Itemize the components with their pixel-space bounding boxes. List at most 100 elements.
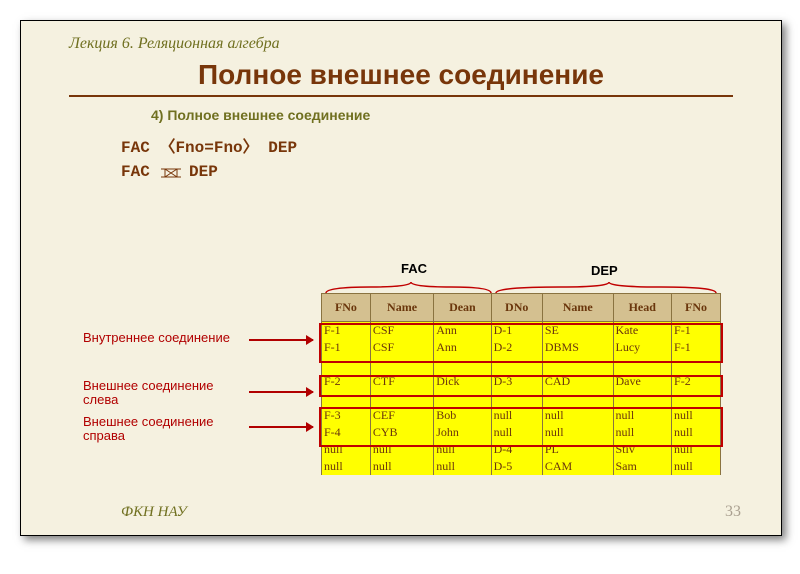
arrow-icon	[249, 426, 313, 428]
table-cell: DBMS	[542, 339, 613, 356]
table-cell: null	[434, 441, 491, 458]
table-cell: Ann	[434, 339, 491, 356]
table-cell: CTF	[370, 373, 433, 390]
table-cell: Kate	[613, 322, 672, 340]
table-cell: Lucy	[613, 339, 672, 356]
annot-right: Внешнее соединение справа	[83, 415, 243, 444]
table-row: F-4CYBJohnnullnullnullnull	[322, 424, 721, 441]
table-cell: D-1	[491, 322, 542, 340]
col-name: Name	[370, 294, 433, 322]
table-row: F-1CSFAnnD-1SEKateF-1	[322, 322, 721, 340]
table-cell: null	[491, 407, 542, 424]
table-cell	[370, 356, 433, 373]
col-fno: FNo	[322, 294, 371, 322]
table-cell: F-1	[322, 339, 371, 356]
table-cell: Dave	[613, 373, 672, 390]
formula2-fac: FAC	[121, 163, 150, 181]
formula2-dep: DEP	[189, 163, 218, 181]
table-row: F-1CSFAnnD-2DBMSLucyF-1	[322, 339, 721, 356]
table-cell	[434, 390, 491, 407]
col-dean: Dean	[434, 294, 491, 322]
formula-fac: FAC	[121, 139, 150, 157]
main-title: Полное внешнее соединение	[21, 59, 781, 91]
slide: Лекция 6. Реляционная алгебра Полное вне…	[20, 20, 782, 536]
join-table: FNo Name Dean DNo Name Head FNo F-1CSFAn…	[321, 293, 721, 475]
table-cell	[672, 390, 721, 407]
table-cell: null	[370, 458, 433, 475]
table-cell: F-2	[322, 373, 371, 390]
table-cell: Bob	[434, 407, 491, 424]
table-cell: F-1	[322, 322, 371, 340]
table-cell: John	[434, 424, 491, 441]
table-cell: null	[322, 441, 371, 458]
table-cell	[672, 356, 721, 373]
table-row	[322, 390, 721, 407]
table-cell: null	[491, 424, 542, 441]
table-cell: null	[613, 407, 672, 424]
table-cell	[542, 356, 613, 373]
table-cell	[322, 390, 371, 407]
table-cell: Dick	[434, 373, 491, 390]
table-cell: CEF	[370, 407, 433, 424]
table-cell: CSF	[370, 339, 433, 356]
table-cell	[613, 356, 672, 373]
table-cell	[542, 390, 613, 407]
col-fno2: FNo	[672, 294, 721, 322]
divider	[69, 95, 733, 97]
table-cell: D-2	[491, 339, 542, 356]
table-cell	[491, 390, 542, 407]
table-row: nullnullnullD-4PLStivnull	[322, 441, 721, 458]
table-cell: F-4	[322, 424, 371, 441]
table-row: F-2CTFDickD-3CADDaveF-2	[322, 373, 721, 390]
formula-cond: Fno=Fno	[175, 139, 242, 157]
subtitle: 4) Полное внешнее соединение	[151, 107, 781, 123]
table-cell: CAM	[542, 458, 613, 475]
footer-org: ФКН НАУ	[121, 504, 187, 521]
table-cell: F-2	[672, 373, 721, 390]
table-cell: null	[370, 441, 433, 458]
table-cell	[370, 390, 433, 407]
table-row: nullnullnullD-5CAMSamnull	[322, 458, 721, 475]
table-cell: CSF	[370, 322, 433, 340]
table-cell: D-5	[491, 458, 542, 475]
table-cell: CYB	[370, 424, 433, 441]
table-cell: Stiv	[613, 441, 672, 458]
col-head: Head	[613, 294, 672, 322]
table-cell: F-1	[672, 339, 721, 356]
join-table-area: FAC DEP FNo Name Dean DNo Name Head FNo	[321, 261, 721, 475]
angle-right: 〉	[243, 139, 259, 157]
table-cell: null	[672, 441, 721, 458]
table-cell: SE	[542, 322, 613, 340]
table-cell: null	[322, 458, 371, 475]
table-cell	[434, 356, 491, 373]
dep-heading: DEP	[591, 263, 618, 278]
table-cell: null	[672, 424, 721, 441]
table-cell	[613, 390, 672, 407]
table-cell: Sam	[613, 458, 672, 475]
arrow-icon	[249, 391, 313, 393]
table-row	[322, 356, 721, 373]
fac-heading: FAC	[401, 261, 427, 276]
arrow-icon	[249, 339, 313, 341]
lecture-label: Лекция 6. Реляционная алгебра	[21, 21, 781, 53]
formula-dep: DEP	[268, 139, 297, 157]
formula-2: FAC DEP	[121, 163, 781, 181]
angle-left: 〈	[159, 139, 175, 157]
col-name2: Name	[542, 294, 613, 322]
table-cell: null	[613, 424, 672, 441]
page-number: 33	[725, 503, 741, 521]
table-cell: D-4	[491, 441, 542, 458]
table-cell: PL	[542, 441, 613, 458]
table-cell: Ann	[434, 322, 491, 340]
table-cell: D-3	[491, 373, 542, 390]
table-cell	[322, 356, 371, 373]
table-header-row: FNo Name Dean DNo Name Head FNo	[322, 294, 721, 322]
col-dno: DNo	[491, 294, 542, 322]
annot-inner: Внутреннее соединение	[83, 331, 243, 345]
table-cell: null	[542, 424, 613, 441]
fulljoin-icon	[159, 167, 179, 177]
table-cell	[491, 356, 542, 373]
table-cell: null	[542, 407, 613, 424]
annot-left: Внешнее соединение слева	[83, 379, 243, 408]
table-cell: F-3	[322, 407, 371, 424]
